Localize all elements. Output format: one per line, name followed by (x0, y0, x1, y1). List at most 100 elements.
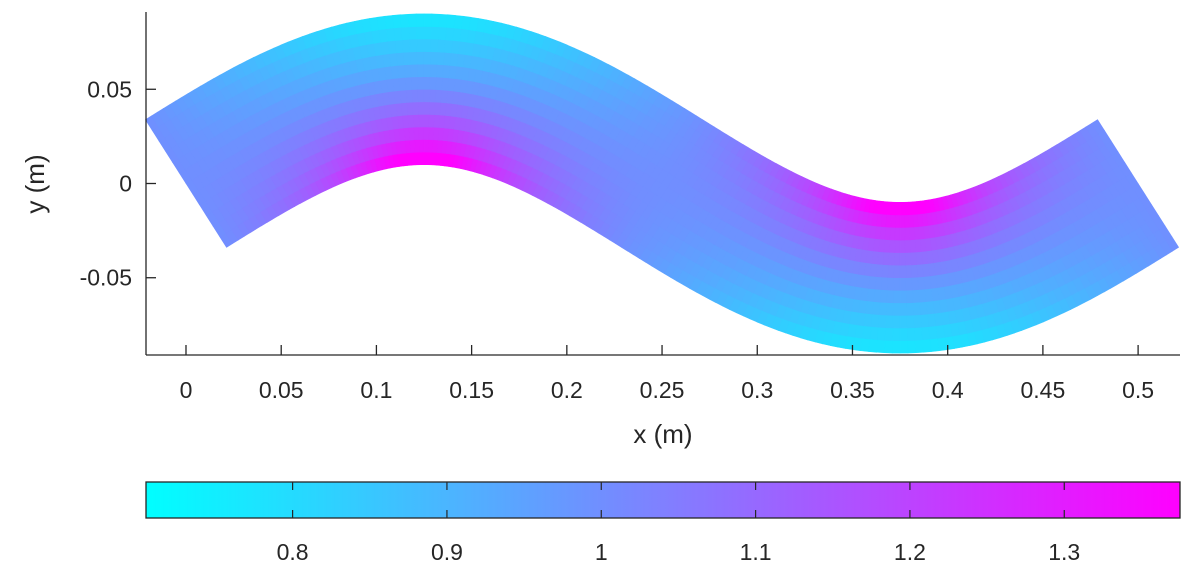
y-ticks: 0.05 0 -0.05 (80, 76, 156, 291)
band-cell (899, 201, 905, 216)
band-cell (883, 239, 891, 253)
band-cell (431, 13, 440, 28)
band-cell (411, 76, 419, 90)
band-cell (430, 26, 440, 40)
band-cell (402, 39, 411, 53)
band-cell (409, 38, 418, 53)
band-cell (437, 39, 446, 53)
band-cell (892, 302, 901, 316)
band-cell (396, 52, 405, 66)
band-cell (872, 301, 881, 315)
band-cell (423, 126, 430, 140)
band-cell (887, 277, 895, 291)
band-cell (429, 89, 437, 103)
band-cell (407, 114, 415, 128)
band-cell (886, 289, 895, 304)
band-cell (393, 26, 403, 41)
band-cell (892, 327, 901, 341)
band-cell (423, 101, 430, 115)
band-cell (397, 64, 406, 79)
band-cell (899, 252, 907, 266)
band-cell (418, 101, 425, 115)
band-cell (899, 315, 908, 329)
band-cell (415, 13, 425, 27)
band-cell (873, 288, 882, 303)
band-cell (894, 239, 901, 253)
band-cell (877, 326, 886, 341)
band-cell (436, 51, 446, 66)
x-tick-label: 0 (180, 377, 193, 403)
band-cell (892, 315, 901, 329)
band-cell (899, 264, 907, 279)
band-cell (894, 227, 901, 241)
band-cell (893, 277, 901, 291)
band-cell (899, 214, 906, 228)
band-cell (423, 51, 432, 65)
band-cell (423, 114, 430, 128)
band-cell (408, 126, 415, 141)
band-cell (890, 214, 896, 228)
band-cell (884, 327, 894, 341)
band-cell (413, 114, 420, 128)
band-cell (878, 314, 887, 328)
y-tick-label: 0 (119, 171, 132, 197)
x-ticks: 0 0.05 0.1 0.15 0.2 0.25 0.3 0.35 0.4 0.45 0.5 (180, 345, 1154, 403)
band-cell (406, 101, 414, 116)
band-cell (423, 13, 433, 27)
band-cell (411, 89, 419, 103)
band-cell (907, 339, 917, 354)
band-cell (405, 89, 414, 103)
band-cell (899, 302, 908, 316)
band-cell (419, 139, 425, 153)
band-cell (428, 114, 435, 128)
band-cell (880, 276, 889, 291)
x-axis-label: x (m) (633, 419, 692, 449)
band-cell (876, 339, 886, 354)
x-tick-label: 0.2 (551, 377, 583, 403)
band-cell (430, 38, 439, 53)
band-cell (429, 63, 438, 78)
band-cell (905, 264, 913, 278)
band-cell (881, 264, 890, 278)
band-cell (889, 226, 896, 241)
band-cell (438, 13, 448, 28)
band-cell (893, 289, 901, 304)
band-cell (899, 239, 906, 253)
band-cell (412, 101, 419, 115)
colorbar-tick-label: 1.2 (894, 539, 926, 565)
band-cell (884, 226, 891, 241)
band-cell (891, 340, 901, 354)
band-cell (899, 277, 907, 291)
colored-band (145, 13, 1180, 354)
band-cell (429, 76, 437, 90)
band-cell (409, 51, 418, 65)
band-cell (401, 26, 410, 41)
colorbar-ticks: 0.8 0.9 1 1.1 1.2 1.3 (277, 482, 1080, 565)
band-cell (408, 26, 418, 40)
colorbar-tick-label: 1.1 (740, 539, 772, 565)
band-cell (1091, 119, 1105, 135)
band-cell (414, 139, 420, 153)
band-cell (423, 76, 431, 90)
y-axis-label: y (m) (20, 154, 50, 213)
band-cell (418, 114, 425, 128)
x-tick-label: 0.5 (1122, 377, 1154, 403)
band-cell (882, 251, 890, 266)
band-cell (889, 239, 896, 253)
band-cell (423, 151, 429, 166)
band-cell (869, 326, 879, 341)
band-cell (392, 14, 402, 29)
colorbar-tick-label: 1.3 (1048, 539, 1080, 565)
band-cell (416, 38, 425, 52)
band-cell (899, 289, 907, 304)
x-tick-label: 0.45 (1021, 377, 1066, 403)
band-cell (914, 339, 924, 354)
band-cell (414, 151, 421, 166)
band-cell (417, 63, 425, 78)
band-cell (416, 26, 425, 40)
band-cell (879, 301, 888, 316)
band-cell (880, 289, 888, 303)
band-cell (890, 201, 897, 216)
band-cell (417, 88, 425, 103)
